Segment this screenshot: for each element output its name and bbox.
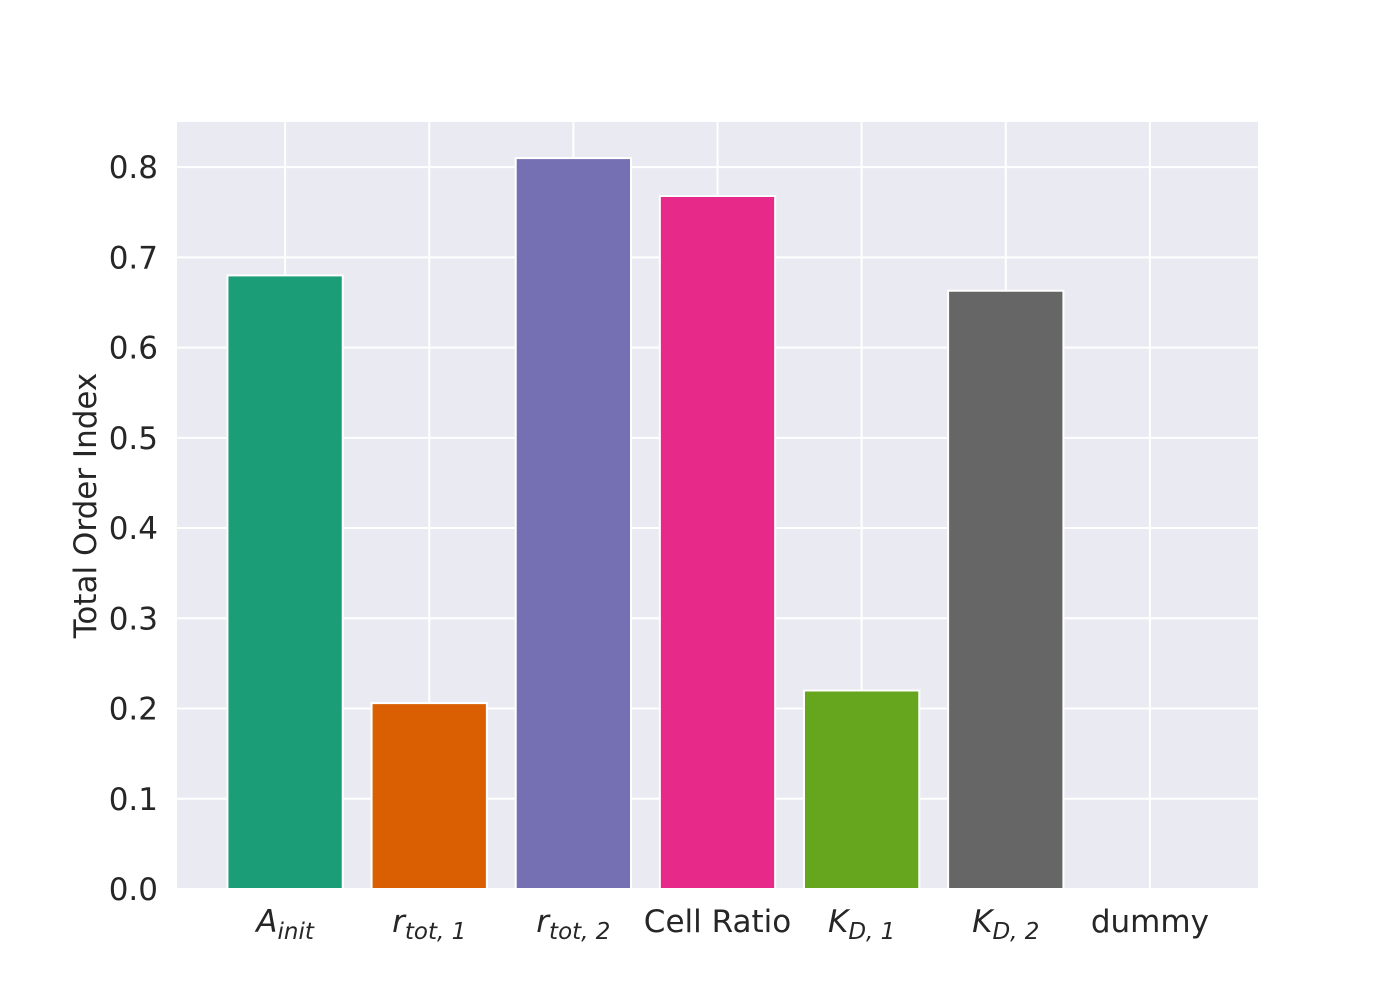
bars (226, 157, 1065, 891)
x-tick-label: KD, 1 (828, 904, 895, 945)
bar-r-tot-2 (514, 157, 633, 890)
y-tick-label: 0.5 (109, 421, 158, 457)
x-tick-label: Cell Ratio (644, 904, 791, 940)
y-tick-label: 0.3 (109, 601, 158, 637)
y-tick-label: 0.1 (109, 782, 158, 818)
y-tick-label: 0.7 (109, 240, 158, 276)
y-tick-labels: 0.0 0.1 0.2 0.3 0.4 0.5 0.6 0.7 0.8 (109, 150, 158, 908)
y-tick-label: 0.8 (109, 150, 158, 186)
y-tick-label: 0.6 (109, 331, 158, 367)
bar-a-init (226, 274, 344, 890)
x-tick-label: KD, 2 (972, 904, 1039, 945)
x-tick-label: rtot, 2 (536, 904, 610, 945)
y-axis-label: Total Order Index (68, 373, 104, 640)
x-tick-label: Ainit (254, 904, 315, 945)
bar-k-d-1 (802, 689, 921, 891)
bar-k-d-2 (947, 289, 1065, 890)
x-tick-label: rtot, 1 (392, 904, 466, 945)
bar-r-tot-1 (370, 702, 488, 890)
bar-cell-ratio (658, 194, 777, 891)
x-tick-label: dummy (1091, 904, 1209, 940)
x-tick-labels: Ainit rtot, 1 rtot, 2 Cell Ratio KD, 1 KD, 2 d… (254, 904, 1209, 945)
y-tick-label: 0.4 (109, 511, 158, 547)
y-tick-label: 0.2 (109, 692, 158, 728)
y-tick-label: 0.0 (109, 872, 158, 908)
